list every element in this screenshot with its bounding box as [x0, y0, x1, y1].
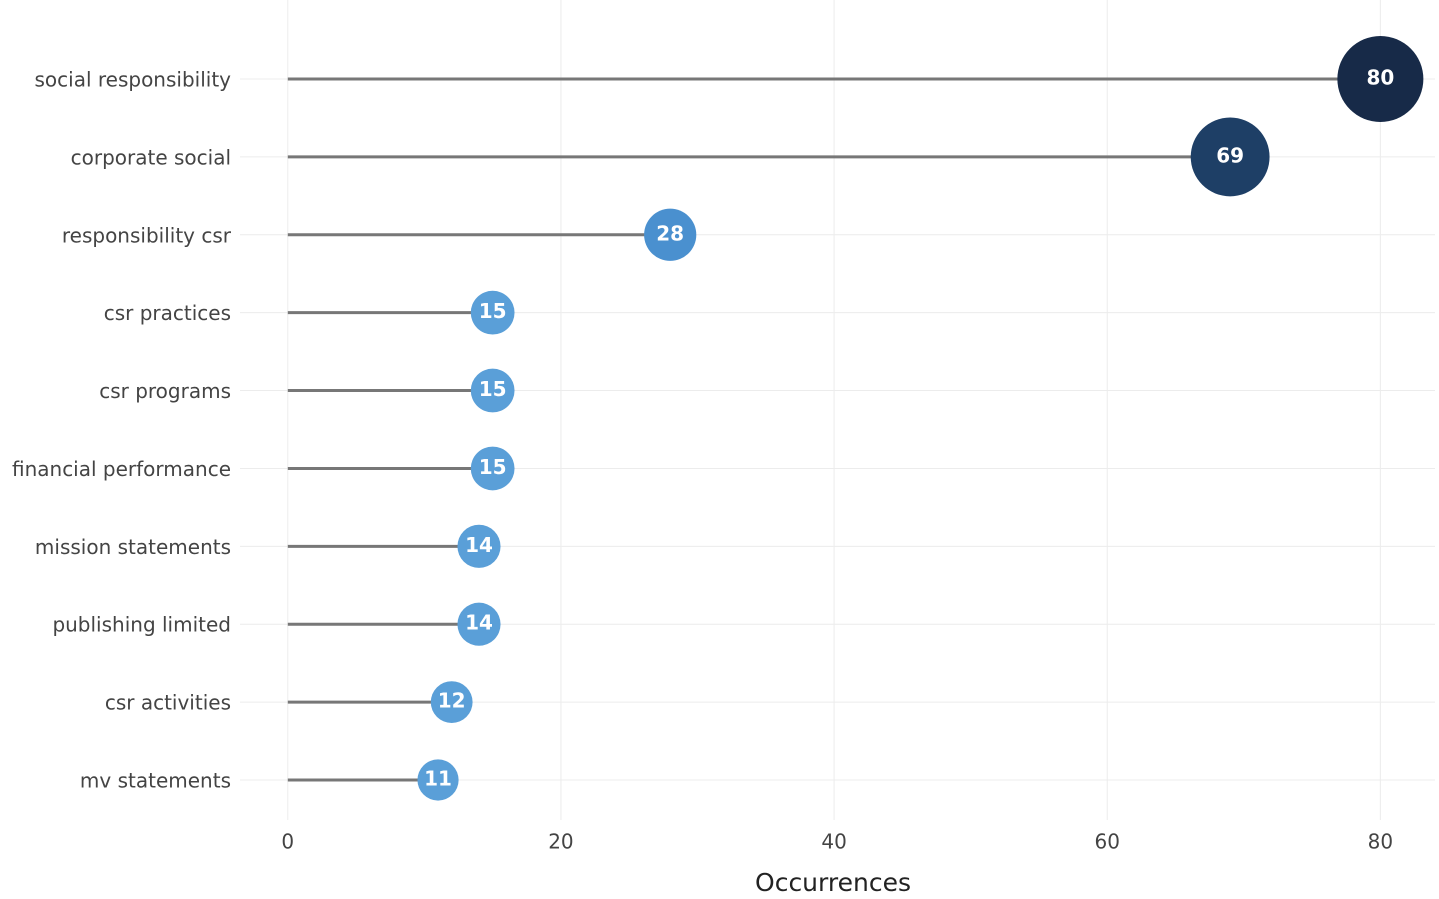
y-tick-label: corporate social: [71, 145, 231, 169]
x-tick-label: 80: [1368, 830, 1393, 854]
y-tick-label: publishing limited: [52, 613, 231, 637]
dot: [417, 759, 459, 801]
data-label: 12: [438, 689, 466, 713]
y-tick-label: responsibility csr: [62, 223, 232, 247]
dot: [644, 208, 697, 261]
y-tick-label: social responsibility: [34, 68, 231, 92]
x-tick-label: 20: [548, 830, 573, 854]
data-label: 15: [479, 377, 507, 401]
y-tick-label: csr programs: [99, 379, 231, 403]
x-tick-label: 0: [281, 830, 294, 854]
y-tick-label: mv statements: [80, 769, 231, 793]
y-tick-label: financial performance: [12, 457, 231, 481]
dot: [457, 602, 501, 646]
dot: [1337, 36, 1424, 122]
data-label: 15: [479, 455, 507, 479]
data-label: 28: [656, 221, 684, 245]
y-tick-label: mission statements: [35, 535, 231, 559]
dot: [470, 446, 515, 491]
data-label: 14: [465, 611, 493, 635]
data-label: 69: [1216, 143, 1244, 167]
y-tick-label: csr activities: [105, 691, 231, 715]
x-tick-label: 40: [821, 830, 846, 854]
x-axis-label: Occurrences: [755, 868, 911, 897]
dot: [1190, 117, 1270, 197]
dot: [470, 368, 515, 413]
y-tick-label: csr practices: [104, 301, 231, 325]
dot: [430, 681, 473, 724]
data-label: 14: [465, 533, 493, 557]
x-tick-label: 60: [1095, 830, 1120, 854]
data-label: 11: [424, 767, 452, 791]
data-label: 80: [1366, 66, 1394, 90]
dot: [470, 290, 515, 335]
dot: [457, 524, 501, 568]
data-label: 15: [479, 299, 507, 323]
